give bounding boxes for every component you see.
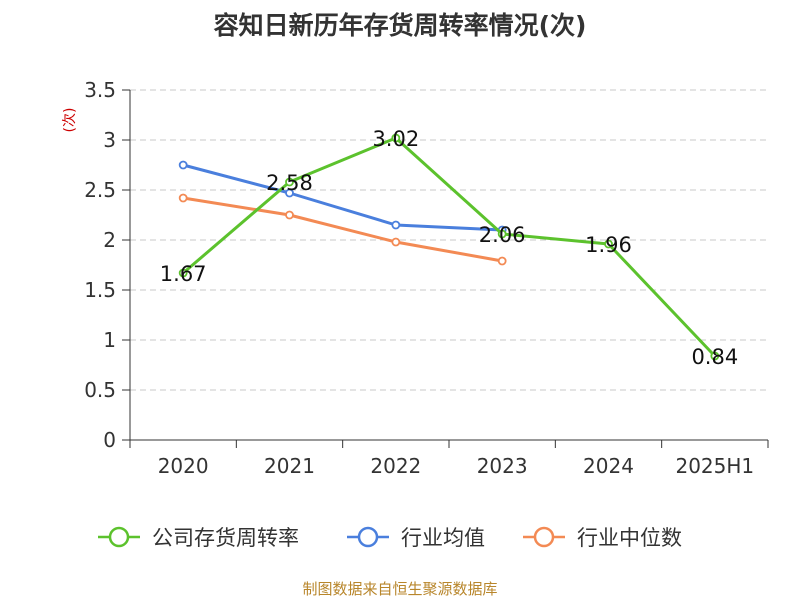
data-point bbox=[391, 237, 401, 247]
data-point bbox=[497, 256, 507, 266]
data-point bbox=[391, 133, 401, 143]
y-tick-label: 3.5 bbox=[84, 78, 116, 102]
data-point bbox=[497, 229, 507, 239]
data-label: 1.96 bbox=[585, 233, 632, 257]
data-point bbox=[710, 351, 720, 361]
y-tick-label: 1.5 bbox=[84, 278, 116, 302]
data-label: 2.06 bbox=[479, 223, 526, 247]
data-label: 0.84 bbox=[691, 345, 738, 369]
legend-swatch-marker bbox=[533, 526, 555, 548]
series-line bbox=[182, 196, 503, 263]
x-tick-label: 2020 bbox=[158, 454, 209, 478]
source-note: 制图数据来自恒生聚源数据库 bbox=[302, 580, 498, 598]
data-point bbox=[285, 177, 294, 187]
x-tick-label: 2025H1 bbox=[675, 454, 754, 478]
data-point bbox=[285, 210, 294, 220]
data-label: 2.58 bbox=[266, 171, 313, 195]
legend-swatch-marker bbox=[357, 526, 379, 548]
y-tick-label: 2.5 bbox=[84, 178, 116, 202]
legend-label: 行业均值 bbox=[401, 526, 485, 550]
legend-label: 行业中位数 bbox=[577, 526, 682, 550]
x-tick-label: 2022 bbox=[370, 454, 421, 478]
y-tick-label: 3 bbox=[103, 128, 116, 152]
y-tick-label: 0.5 bbox=[84, 378, 116, 402]
data-point bbox=[178, 268, 188, 278]
data-point bbox=[285, 188, 294, 198]
series-line bbox=[182, 163, 503, 232]
y-tick-label: 0 bbox=[103, 428, 116, 452]
y-tick-label: 1 bbox=[103, 328, 116, 352]
legend-swatch-marker bbox=[108, 526, 130, 548]
data-label: 1.67 bbox=[160, 262, 207, 286]
data-point bbox=[178, 160, 188, 170]
x-tick-label: 2023 bbox=[477, 454, 528, 478]
series-line bbox=[182, 136, 716, 358]
y-tick-label: 2 bbox=[103, 228, 116, 252]
chart-title: 容知日新历年存货周转率情况(次) bbox=[213, 11, 587, 40]
legend-label: 公司存货周转率 bbox=[152, 526, 299, 550]
data-point bbox=[391, 220, 401, 230]
x-tick-label: 2024 bbox=[583, 454, 634, 478]
data-point bbox=[604, 239, 613, 249]
data-label: 3.02 bbox=[372, 127, 419, 151]
x-tick-label: 2021 bbox=[264, 454, 315, 478]
data-point bbox=[178, 193, 188, 203]
